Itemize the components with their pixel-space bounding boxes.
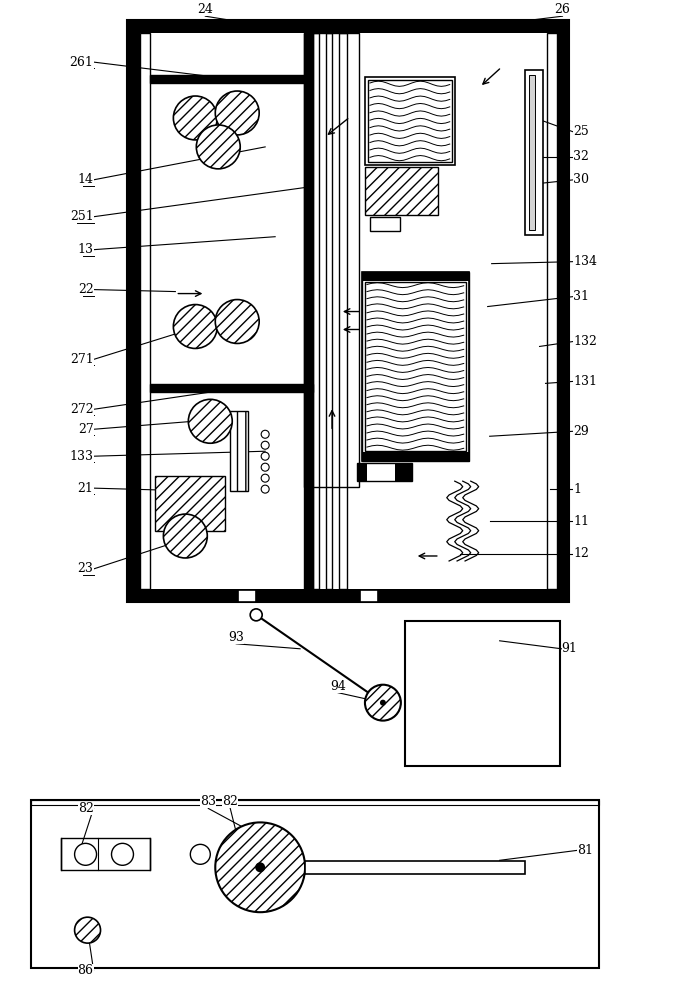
Text: 94: 94 (330, 680, 346, 693)
Bar (304, 33, 313, 589)
Circle shape (216, 91, 259, 135)
Text: 93: 93 (228, 631, 244, 644)
Circle shape (197, 125, 240, 169)
Text: 30: 30 (573, 173, 590, 186)
Text: 32: 32 (573, 150, 590, 163)
Bar (339, 33, 347, 589)
Circle shape (250, 609, 262, 621)
Bar (305, 861, 524, 874)
Circle shape (173, 96, 218, 140)
Bar (326, 33, 332, 589)
Text: 13: 13 (78, 243, 94, 256)
Bar (238, 590, 256, 602)
Circle shape (163, 514, 207, 558)
Text: 133: 133 (69, 450, 94, 463)
Bar (362, 272, 469, 461)
Bar (127, 20, 569, 602)
Text: 271: 271 (70, 353, 94, 366)
Bar (528, 75, 534, 230)
Text: 1: 1 (573, 483, 581, 496)
Bar (156, 476, 225, 531)
Bar (556, 20, 569, 602)
Text: 21: 21 (78, 482, 94, 495)
Circle shape (261, 430, 269, 438)
Circle shape (365, 685, 401, 721)
Circle shape (261, 474, 269, 482)
Bar (127, 589, 569, 602)
Text: 22: 22 (78, 283, 94, 296)
Text: 261: 261 (69, 56, 94, 69)
Circle shape (75, 843, 97, 865)
Bar (360, 590, 378, 602)
Circle shape (380, 700, 386, 706)
Text: 83: 83 (201, 795, 216, 808)
Bar (362, 272, 469, 461)
Text: 25: 25 (573, 125, 590, 138)
Bar (547, 33, 556, 589)
Bar (150, 75, 305, 83)
Circle shape (255, 862, 265, 872)
Bar (127, 20, 569, 33)
Bar (362, 452, 469, 461)
Circle shape (112, 843, 133, 865)
Text: 26: 26 (555, 3, 571, 16)
Bar (61, 838, 150, 870)
Bar (362, 272, 469, 281)
Circle shape (188, 399, 233, 443)
Text: 29: 29 (573, 425, 590, 438)
Bar (31, 800, 600, 968)
Circle shape (75, 917, 101, 943)
Text: 132: 132 (573, 335, 597, 348)
Bar (524, 70, 543, 235)
Circle shape (216, 300, 259, 343)
Circle shape (173, 305, 218, 348)
Text: 27: 27 (78, 423, 94, 436)
Bar (304, 33, 359, 487)
Bar (554, 590, 564, 600)
Bar (405, 621, 560, 766)
Circle shape (261, 452, 269, 460)
Text: 86: 86 (78, 964, 94, 977)
Text: 131: 131 (573, 375, 598, 388)
Text: 134: 134 (573, 255, 598, 268)
Text: 11: 11 (573, 515, 590, 528)
Bar (304, 33, 313, 589)
Text: 91: 91 (562, 642, 577, 655)
Text: 81: 81 (577, 844, 594, 857)
Bar (395, 463, 412, 481)
Circle shape (261, 485, 269, 493)
Text: 272: 272 (70, 403, 94, 416)
Bar (150, 75, 305, 83)
Bar (313, 33, 319, 589)
Text: 31: 31 (573, 290, 590, 303)
Bar (365, 282, 466, 451)
Circle shape (261, 463, 269, 471)
Bar (127, 20, 141, 602)
Bar (150, 384, 313, 392)
Text: 251: 251 (70, 210, 94, 223)
Bar (357, 463, 367, 481)
Text: 82: 82 (78, 802, 94, 815)
Circle shape (190, 844, 210, 864)
Text: 24: 24 (197, 3, 214, 16)
Bar (370, 217, 400, 231)
Circle shape (261, 441, 269, 449)
Bar (365, 77, 455, 165)
Circle shape (216, 822, 305, 912)
Bar (231, 411, 248, 491)
Bar (150, 384, 313, 392)
Bar (141, 33, 150, 589)
Bar (528, 75, 534, 230)
Text: 14: 14 (78, 173, 94, 186)
Text: 12: 12 (573, 547, 590, 560)
Bar (357, 463, 412, 481)
Bar (31, 800, 600, 805)
Bar (368, 80, 452, 162)
Bar (365, 167, 438, 215)
Text: 82: 82 (222, 795, 238, 808)
Text: 23: 23 (78, 562, 94, 575)
